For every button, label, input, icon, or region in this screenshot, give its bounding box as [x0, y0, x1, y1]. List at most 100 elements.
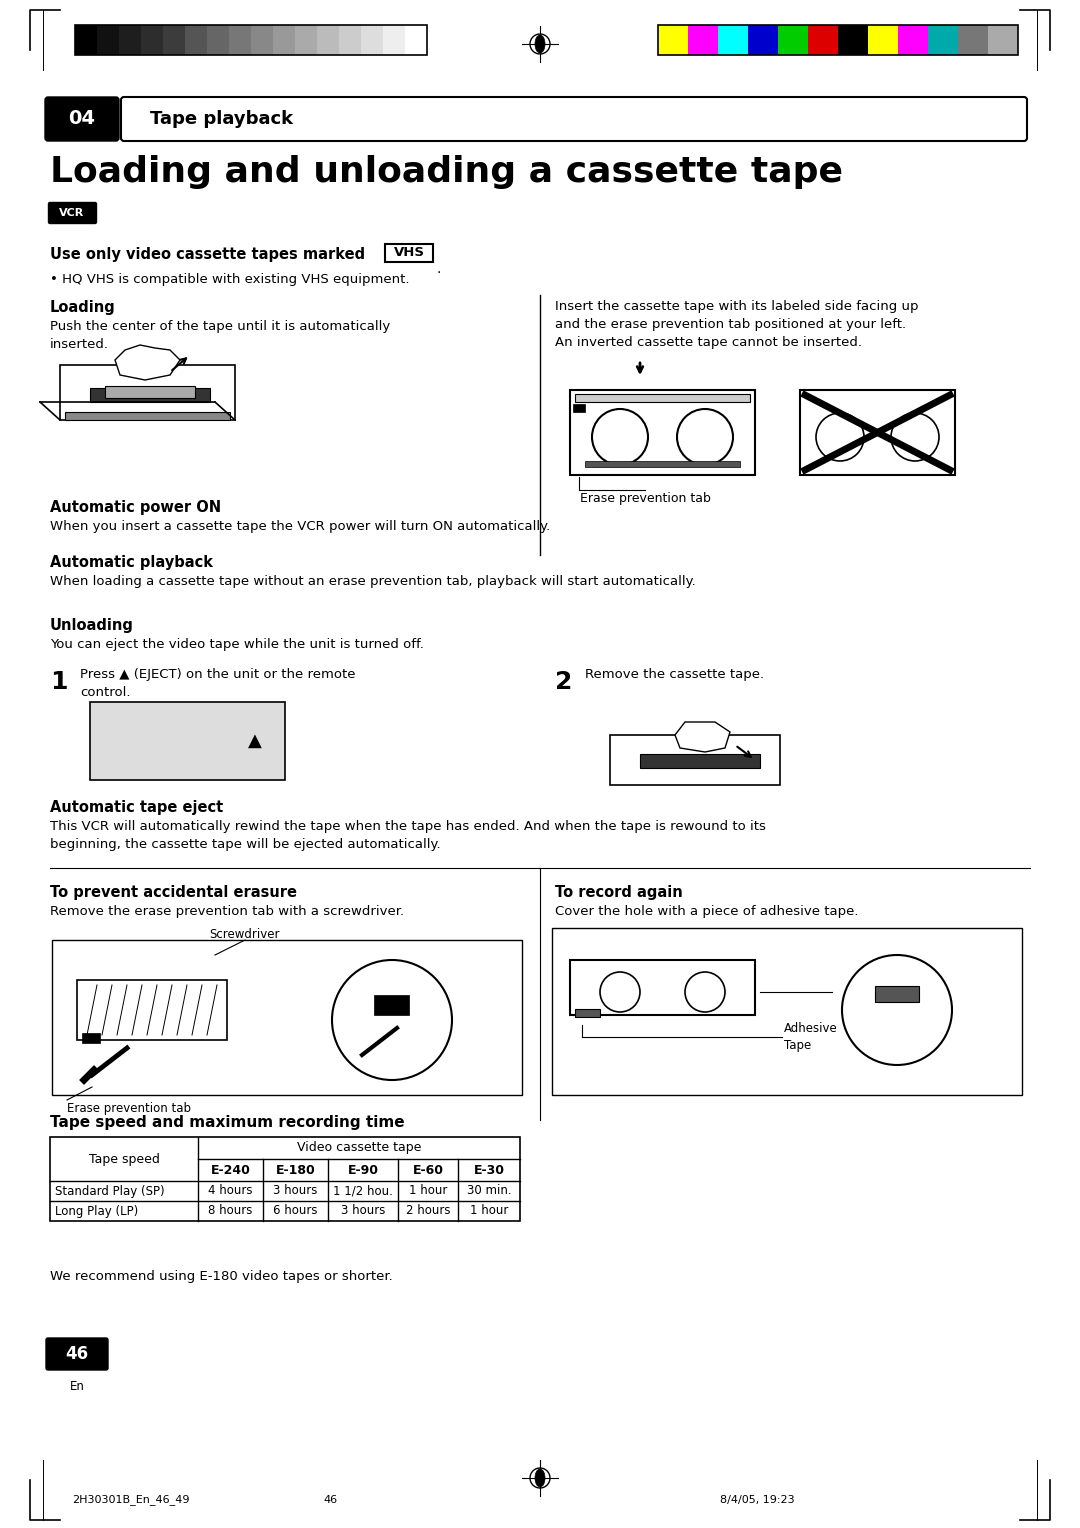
Text: When loading a cassette tape without an erase prevention tab, playback will star: When loading a cassette tape without an … — [50, 575, 696, 588]
Bar — [875, 986, 919, 1002]
Bar — [585, 461, 740, 468]
Text: Tape playback: Tape playback — [150, 110, 293, 128]
Text: Automatic power ON: Automatic power ON — [50, 500, 221, 515]
Ellipse shape — [535, 1468, 545, 1487]
Bar — [384, 244, 433, 261]
Bar — [868, 24, 897, 55]
Text: Automatic playback: Automatic playback — [50, 555, 213, 570]
Bar — [90, 388, 210, 402]
Text: Standard Play (SP): Standard Play (SP) — [55, 1184, 164, 1198]
Text: 46: 46 — [323, 1494, 337, 1505]
Text: Tape speed and maximum recording time: Tape speed and maximum recording time — [50, 1115, 405, 1131]
Text: Video cassette tape: Video cassette tape — [297, 1141, 421, 1155]
Text: Insert the cassette tape with its labeled side facing up
and the erase preventio: Insert the cassette tape with its labele… — [555, 299, 918, 348]
Text: 3 hours: 3 hours — [273, 1184, 318, 1198]
Bar — [207, 24, 229, 55]
Text: Loading and unloading a cassette tape: Loading and unloading a cassette tape — [50, 154, 843, 189]
Text: 04: 04 — [68, 110, 95, 128]
Text: We recommend using E-180 video tapes or shorter.: We recommend using E-180 video tapes or … — [50, 1270, 393, 1284]
Bar — [75, 24, 427, 55]
Bar — [552, 927, 1022, 1096]
Text: E-90: E-90 — [348, 1163, 378, 1177]
Polygon shape — [114, 345, 180, 380]
Text: E-240: E-240 — [211, 1163, 251, 1177]
Text: 4 hours: 4 hours — [208, 1184, 253, 1198]
Bar — [838, 24, 868, 55]
Bar — [90, 701, 285, 779]
Text: Tape speed: Tape speed — [89, 1152, 160, 1166]
Text: To record again: To record again — [555, 885, 683, 900]
Text: You can eject the video tape while the unit is turned off.: You can eject the video tape while the u… — [50, 639, 423, 651]
Text: 46: 46 — [66, 1345, 89, 1363]
Text: To prevent accidental erasure: To prevent accidental erasure — [50, 885, 297, 900]
Bar — [575, 394, 750, 402]
Bar — [295, 24, 318, 55]
Bar — [570, 390, 755, 475]
Text: Unloading: Unloading — [50, 617, 134, 633]
Text: VHS: VHS — [393, 246, 424, 260]
Bar — [119, 24, 141, 55]
Bar — [958, 24, 988, 55]
Bar — [897, 24, 928, 55]
Text: 3 hours: 3 hours — [341, 1204, 386, 1218]
Bar — [808, 24, 838, 55]
Text: Press ▲ (EJECT) on the unit or the remote
control.: Press ▲ (EJECT) on the unit or the remot… — [80, 668, 355, 698]
Text: ▲: ▲ — [248, 732, 262, 750]
Text: 1: 1 — [50, 669, 67, 694]
Bar — [610, 735, 780, 785]
Bar — [82, 1033, 100, 1044]
Bar — [97, 24, 119, 55]
Text: 2 hours: 2 hours — [406, 1204, 450, 1218]
Text: 1 1/2 hou.: 1 1/2 hou. — [333, 1184, 393, 1198]
FancyBboxPatch shape — [49, 203, 96, 223]
Bar — [570, 960, 755, 1015]
Bar — [778, 24, 808, 55]
Text: Use only video cassette tapes marked: Use only video cassette tapes marked — [50, 248, 365, 261]
Bar — [658, 24, 688, 55]
Bar — [141, 24, 163, 55]
Text: Cover the hole with a piece of adhesive tape.: Cover the hole with a piece of adhesive … — [555, 905, 859, 918]
Text: Long Play (LP): Long Play (LP) — [55, 1204, 138, 1218]
Text: Remove the erase prevention tab with a screwdriver.: Remove the erase prevention tab with a s… — [50, 905, 404, 918]
Bar — [77, 979, 227, 1041]
Text: 6 hours: 6 hours — [273, 1204, 318, 1218]
Polygon shape — [675, 723, 730, 752]
Bar — [163, 24, 185, 55]
Bar — [105, 387, 195, 397]
Bar — [383, 24, 405, 55]
Bar — [75, 24, 97, 55]
Text: 30 min.: 30 min. — [467, 1184, 511, 1198]
Text: E-60: E-60 — [413, 1163, 444, 1177]
Bar — [800, 390, 955, 475]
FancyBboxPatch shape — [45, 96, 119, 141]
Bar — [748, 24, 778, 55]
Text: VCR: VCR — [59, 208, 84, 219]
Bar — [640, 753, 760, 769]
Text: E-180: E-180 — [275, 1163, 315, 1177]
Text: • HQ VHS is compatible with existing VHS equipment.: • HQ VHS is compatible with existing VHS… — [50, 274, 409, 286]
Bar — [273, 24, 295, 55]
Text: 2: 2 — [555, 669, 572, 694]
Text: 8/4/05, 19:23: 8/4/05, 19:23 — [720, 1494, 795, 1505]
Text: Erase prevention tab: Erase prevention tab — [580, 492, 711, 504]
Text: This VCR will automatically rewind the tape when the tape has ended. And when th: This VCR will automatically rewind the t… — [50, 821, 766, 851]
Text: 1 hour: 1 hour — [470, 1204, 509, 1218]
Text: When you insert a cassette tape the VCR power will turn ON automatically.: When you insert a cassette tape the VCR … — [50, 520, 550, 533]
Bar — [573, 403, 585, 413]
Bar — [361, 24, 383, 55]
Bar — [374, 995, 409, 1015]
Text: En: En — [69, 1380, 84, 1394]
Bar — [718, 24, 748, 55]
Text: 1 hour: 1 hour — [409, 1184, 447, 1198]
Bar — [52, 940, 522, 1096]
Bar — [185, 24, 207, 55]
Text: Screwdriver: Screwdriver — [210, 927, 280, 941]
Bar — [405, 24, 427, 55]
FancyBboxPatch shape — [121, 96, 1027, 141]
Text: Adhesive
Tape: Adhesive Tape — [784, 1022, 838, 1051]
Bar — [339, 24, 361, 55]
Text: Loading: Loading — [50, 299, 116, 315]
FancyBboxPatch shape — [46, 1339, 108, 1371]
Text: Push the center of the tape until it is automatically
inserted.: Push the center of the tape until it is … — [50, 319, 390, 351]
Bar — [50, 1137, 519, 1221]
